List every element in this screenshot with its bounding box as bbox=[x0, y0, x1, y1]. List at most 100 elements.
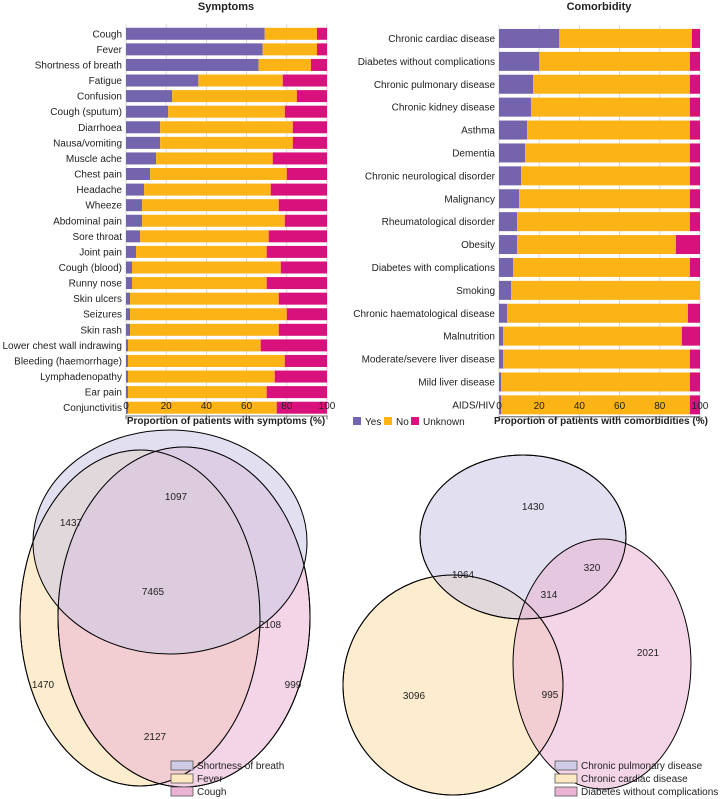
venn-set-diabetes-without-complications bbox=[512, 538, 692, 790]
symptoms-category-label: Bleeding (haemorrhage) bbox=[14, 356, 122, 367]
symptoms-bar-yes bbox=[126, 230, 141, 243]
comorbidity-category-label: Diabetes without complications bbox=[358, 57, 495, 68]
venn-count-cardiac-diabetes: 995 bbox=[542, 690, 559, 701]
symptoms-bar-unknown bbox=[268, 230, 327, 243]
symptoms-category-label: Ear pain bbox=[85, 388, 122, 399]
comorbidity-bar-unknown bbox=[675, 235, 700, 255]
symptoms-bar-unknown bbox=[286, 308, 327, 321]
symptoms-bar-no bbox=[160, 136, 293, 149]
symptoms-bar-no bbox=[258, 58, 311, 71]
comorbidity-bar-unknown bbox=[689, 372, 700, 392]
comorbidity-x-tick-label: 20 bbox=[534, 401, 546, 412]
comorbidity-x-tick-label: 100 bbox=[692, 401, 709, 412]
venn-count-fever-cough: 2127 bbox=[144, 732, 167, 743]
symptoms-category-label: Muscle ache bbox=[66, 154, 123, 165]
comorbidity-bar-no bbox=[501, 372, 690, 392]
venn-legend-label-diabetes: Diabetes without complications bbox=[581, 787, 718, 798]
comorbidity-category-label: Chronic kidney disease bbox=[392, 103, 496, 114]
symptoms-bar-unknown bbox=[270, 183, 327, 196]
comorbidity-bar-unknown bbox=[687, 303, 700, 323]
comorbidity-bar-yes bbox=[499, 97, 532, 117]
comorbidity-bar-unknown bbox=[689, 143, 700, 163]
bar-legend: Yes No Unknown bbox=[353, 417, 465, 428]
venn-symptoms-legend: Shortness of breath Fever Cough bbox=[170, 760, 284, 798]
symptoms-bar-unknown bbox=[292, 121, 327, 134]
comorbidity-bar-no bbox=[503, 349, 690, 369]
symptoms-bar-yes bbox=[126, 261, 133, 274]
venn-count-cough-only: 999 bbox=[285, 680, 302, 691]
symptoms-category-label: Cough bbox=[93, 29, 122, 40]
comorbidity-bar-yes bbox=[499, 257, 514, 277]
venn-legend-swatch-cardiac bbox=[554, 773, 578, 784]
comorbidity-category-label: Smoking bbox=[456, 286, 495, 297]
symptoms-category-label: Nausa/vomiting bbox=[53, 138, 122, 149]
symptoms-category-label: Confusion bbox=[77, 92, 122, 103]
symptoms-bar-yes bbox=[126, 277, 133, 290]
legend-swatch-no bbox=[384, 417, 392, 425]
comorbidity-category-label: Asthma bbox=[461, 126, 495, 137]
symptoms-bar-no bbox=[172, 90, 297, 103]
symptoms-bar-no bbox=[168, 105, 285, 118]
symptoms-category-label: Seizures bbox=[83, 310, 122, 321]
comorbidity-bar-unknown bbox=[689, 349, 700, 369]
comorbidity-bar-yes bbox=[499, 372, 502, 392]
symptoms-bar-yes bbox=[126, 74, 199, 87]
symptoms-bar-no bbox=[132, 261, 281, 274]
comorbidity-bar-unknown bbox=[689, 51, 700, 71]
symptoms-bar-unknown bbox=[266, 386, 327, 399]
symptoms-bar-no bbox=[142, 199, 279, 212]
symptoms-bar-no bbox=[128, 401, 277, 414]
symptoms-bar-unknown bbox=[292, 136, 327, 149]
comorbidity-category-label: Chronic cardiac disease bbox=[388, 34, 495, 45]
legend-label-unknown: Unknown bbox=[423, 417, 465, 428]
venn-count-pulmonary-cardiac: 1064 bbox=[452, 570, 475, 581]
symptoms-category-label: Fatigue bbox=[89, 76, 123, 87]
symptoms-category-label: Conjunctivitis bbox=[63, 403, 122, 414]
symptoms-bar-unknown bbox=[266, 245, 327, 258]
comorbidity-bar-no bbox=[533, 74, 690, 94]
symptoms-category-label: Lower chest wall indrawing bbox=[2, 341, 122, 352]
comorbidity-category-label: Chronic pulmonary disease bbox=[374, 80, 496, 91]
symptoms-category-label: Fever bbox=[96, 45, 122, 56]
symptoms-category-label: Joint pain bbox=[79, 247, 122, 258]
comorbidity-category-label: Obesity bbox=[461, 240, 495, 251]
comorbidity-category-label: Malignancy bbox=[444, 194, 495, 205]
comorbidity-bar-yes bbox=[499, 280, 512, 300]
venn-outline-fever bbox=[19, 449, 261, 787]
comorbidity-bar-no bbox=[517, 235, 676, 255]
symptoms-x-tick-label: 80 bbox=[281, 401, 293, 412]
comorbidity-bar-yes bbox=[499, 395, 502, 415]
comorbidity-chart: Chronic cardiac disease Diabetes without … bbox=[353, 25, 709, 421]
symptoms-bar-unknown bbox=[282, 74, 327, 87]
comorbidity-category-label: Malnutrition bbox=[443, 332, 495, 343]
symptoms-x-tick-label: 40 bbox=[201, 401, 213, 412]
venn-count-all-three-comorbidity: 314 bbox=[541, 590, 558, 601]
comorbidity-bar-yes bbox=[499, 120, 528, 140]
comorbidity-bar-unknown bbox=[689, 257, 700, 277]
symptoms-bar-unknown bbox=[284, 354, 327, 367]
symptoms-bar-yes bbox=[126, 292, 131, 305]
symptoms-bar-yes bbox=[126, 168, 151, 181]
comorbidity-bar-yes bbox=[499, 349, 504, 369]
venn-legend-swatch-fever bbox=[170, 773, 194, 784]
comorbidity-bar-yes bbox=[499, 212, 518, 232]
comorbidity-bar-yes bbox=[499, 303, 508, 323]
venn-count-sob-fever: 1437 bbox=[60, 518, 83, 529]
symptoms-x-tick-label: 60 bbox=[241, 401, 253, 412]
comorbidity-bar-unknown bbox=[681, 326, 700, 346]
symptoms-bar-yes bbox=[126, 58, 259, 71]
comorbidity-bar-yes bbox=[499, 189, 520, 209]
symptoms-category-label: Chest pain bbox=[74, 170, 122, 181]
comorbidity-bar-no bbox=[503, 326, 682, 346]
legend-label-no: No bbox=[396, 417, 409, 428]
venn-outline-chronic-cardiac-disease bbox=[342, 574, 564, 796]
comorbidity-bar-yes bbox=[499, 166, 522, 186]
symptoms-bar-yes bbox=[126, 183, 145, 196]
symptoms-category-label: Cough (blood) bbox=[59, 263, 122, 274]
symptoms-bar-no bbox=[160, 121, 293, 134]
symptoms-bar-no bbox=[128, 386, 267, 399]
comorbidity-x-tick-label: 60 bbox=[614, 401, 626, 412]
venn-count-pulmonary-diabetes: 320 bbox=[584, 563, 601, 574]
symptoms-bar-no bbox=[198, 74, 283, 87]
